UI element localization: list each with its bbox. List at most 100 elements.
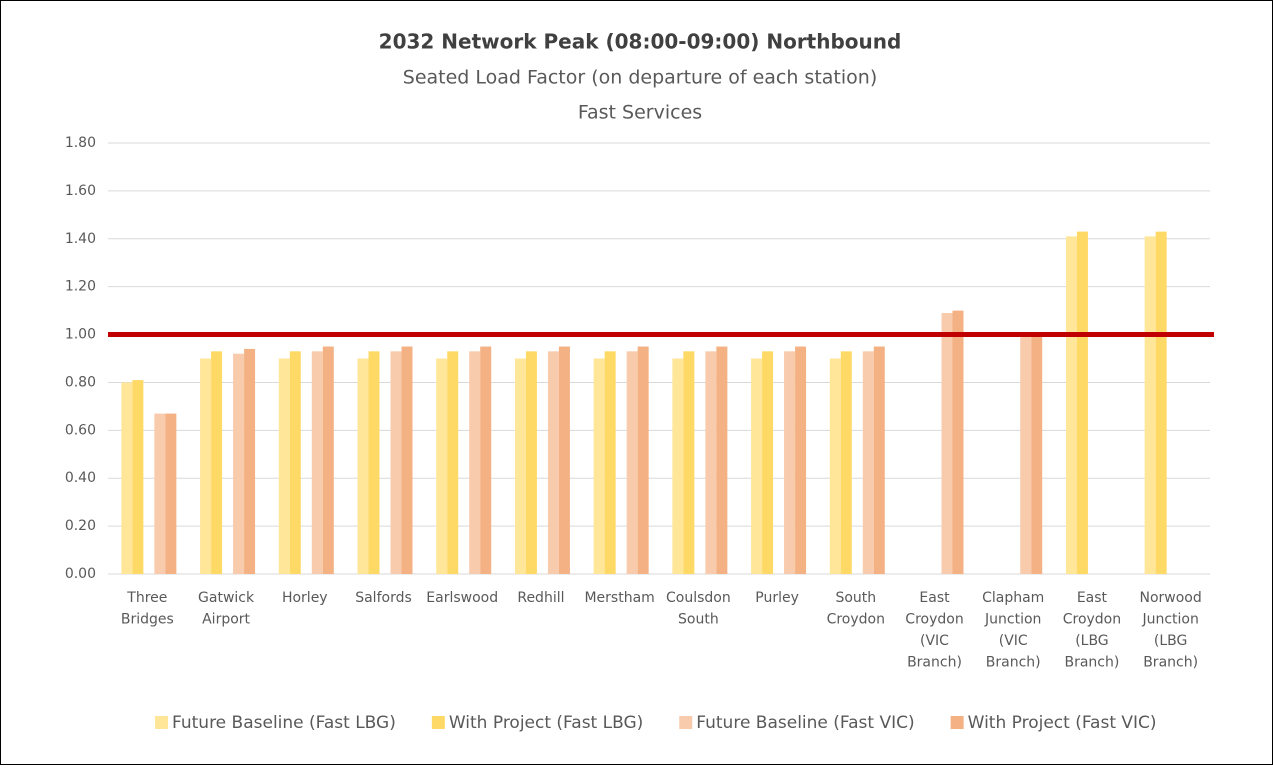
legend-swatch bbox=[679, 716, 693, 729]
bar bbox=[705, 351, 717, 574]
bar bbox=[1076, 231, 1088, 574]
bar bbox=[121, 382, 133, 574]
legend-swatch bbox=[155, 716, 168, 729]
legend-swatch bbox=[431, 716, 445, 729]
chart-title: 2032 Network Peak (08:00-09:00) Northbou… bbox=[379, 30, 902, 54]
x-tick-label: Junction bbox=[1141, 612, 1198, 628]
y-tick-label: 1.20 bbox=[65, 279, 96, 295]
bar bbox=[1020, 334, 1032, 574]
x-tick-label: Merstham bbox=[584, 590, 654, 606]
x-tick-label: (LBG bbox=[1075, 633, 1108, 649]
bar bbox=[368, 351, 380, 574]
x-tick-label: Airport bbox=[202, 612, 250, 628]
chart-subtitle: Fast Services bbox=[578, 102, 702, 124]
bar bbox=[1155, 231, 1167, 574]
bar bbox=[626, 351, 638, 574]
x-tick-label: South bbox=[678, 612, 719, 628]
bar bbox=[672, 358, 684, 574]
bar bbox=[683, 351, 695, 574]
y-tick-label: 1.60 bbox=[65, 183, 96, 199]
bar bbox=[862, 351, 874, 574]
bar bbox=[604, 351, 616, 574]
legend-label: With Project (Fast LBG) bbox=[449, 713, 643, 733]
bar bbox=[401, 346, 413, 574]
bar bbox=[469, 351, 481, 574]
bar bbox=[289, 351, 301, 574]
x-tick-label: Norwood bbox=[1140, 590, 1202, 606]
x-tick-label: East bbox=[919, 590, 950, 606]
x-tick-label: Gatwick bbox=[198, 590, 255, 606]
bar bbox=[716, 346, 728, 574]
x-tick-label: (LBG bbox=[1154, 633, 1187, 649]
x-tick-label: Branch) bbox=[986, 655, 1041, 671]
x-tick-label: Clapham bbox=[982, 590, 1044, 606]
x-tick-label: Croydon bbox=[905, 612, 963, 628]
x-tick-label: Branch) bbox=[1143, 655, 1198, 671]
chart-subtitle: Seated Load Factor (on departure of each… bbox=[403, 67, 877, 89]
x-tick-label: (VIC bbox=[920, 633, 949, 649]
legend-swatch bbox=[950, 716, 964, 729]
x-tick-label: (VIC bbox=[999, 633, 1028, 649]
x-tick-label: South bbox=[835, 590, 876, 606]
x-tick-label: Junction bbox=[984, 612, 1041, 628]
bar bbox=[278, 358, 290, 574]
bar bbox=[200, 358, 212, 574]
bar bbox=[390, 351, 402, 574]
bar bbox=[154, 413, 166, 574]
y-tick-label: 0.20 bbox=[65, 518, 96, 534]
bar bbox=[447, 351, 459, 574]
x-tick-label: Bridges bbox=[121, 612, 174, 628]
bar bbox=[480, 346, 492, 574]
bar bbox=[357, 358, 369, 574]
x-tick-label: Three bbox=[126, 590, 167, 606]
bar bbox=[795, 346, 807, 574]
bar bbox=[952, 310, 964, 574]
bar bbox=[436, 358, 448, 574]
x-tick-label: Branch) bbox=[1064, 655, 1119, 671]
y-tick-label: 0.40 bbox=[65, 470, 96, 486]
bar bbox=[941, 313, 953, 574]
bar bbox=[840, 351, 852, 574]
x-tick-label: East bbox=[1077, 590, 1108, 606]
y-tick-label: 0.60 bbox=[65, 422, 96, 438]
x-tick-label: Purley bbox=[755, 590, 799, 606]
bar bbox=[637, 346, 649, 574]
bar bbox=[829, 358, 841, 574]
bar bbox=[211, 351, 223, 574]
y-tick-label: 0.00 bbox=[65, 566, 96, 582]
bar bbox=[784, 351, 796, 574]
bar bbox=[593, 358, 605, 574]
bar bbox=[751, 358, 763, 574]
bar bbox=[547, 351, 559, 574]
bar bbox=[233, 353, 245, 574]
x-tick-label: Salfords bbox=[355, 590, 412, 606]
x-tick-label: Croydon bbox=[827, 612, 885, 628]
legend-label: Future Baseline (Fast LBG) bbox=[172, 713, 396, 733]
bar bbox=[514, 358, 526, 574]
x-tick-label: Coulsdon bbox=[666, 590, 731, 606]
bar bbox=[1144, 236, 1156, 574]
legend-label: With Project (Fast VIC) bbox=[968, 713, 1157, 733]
x-tick-label: Earlswood bbox=[426, 590, 498, 606]
x-tick-label: Redhill bbox=[517, 590, 564, 606]
y-tick-label: 1.00 bbox=[65, 327, 96, 343]
bar bbox=[311, 351, 323, 574]
bar bbox=[132, 380, 144, 574]
bar bbox=[244, 348, 256, 574]
y-tick-label: 1.80 bbox=[65, 135, 96, 151]
bar bbox=[873, 346, 885, 574]
bar bbox=[322, 346, 334, 574]
bar bbox=[762, 351, 774, 574]
bar bbox=[1065, 236, 1077, 574]
bar bbox=[1031, 334, 1043, 574]
legend-label: Future Baseline (Fast VIC) bbox=[696, 713, 914, 733]
bar bbox=[165, 413, 177, 574]
bar bbox=[525, 351, 537, 574]
x-tick-label: Horley bbox=[282, 590, 328, 606]
y-tick-label: 1.40 bbox=[65, 231, 96, 247]
bar bbox=[558, 346, 570, 574]
y-tick-label: 0.80 bbox=[65, 374, 96, 390]
x-tick-label: Croydon bbox=[1063, 612, 1121, 628]
